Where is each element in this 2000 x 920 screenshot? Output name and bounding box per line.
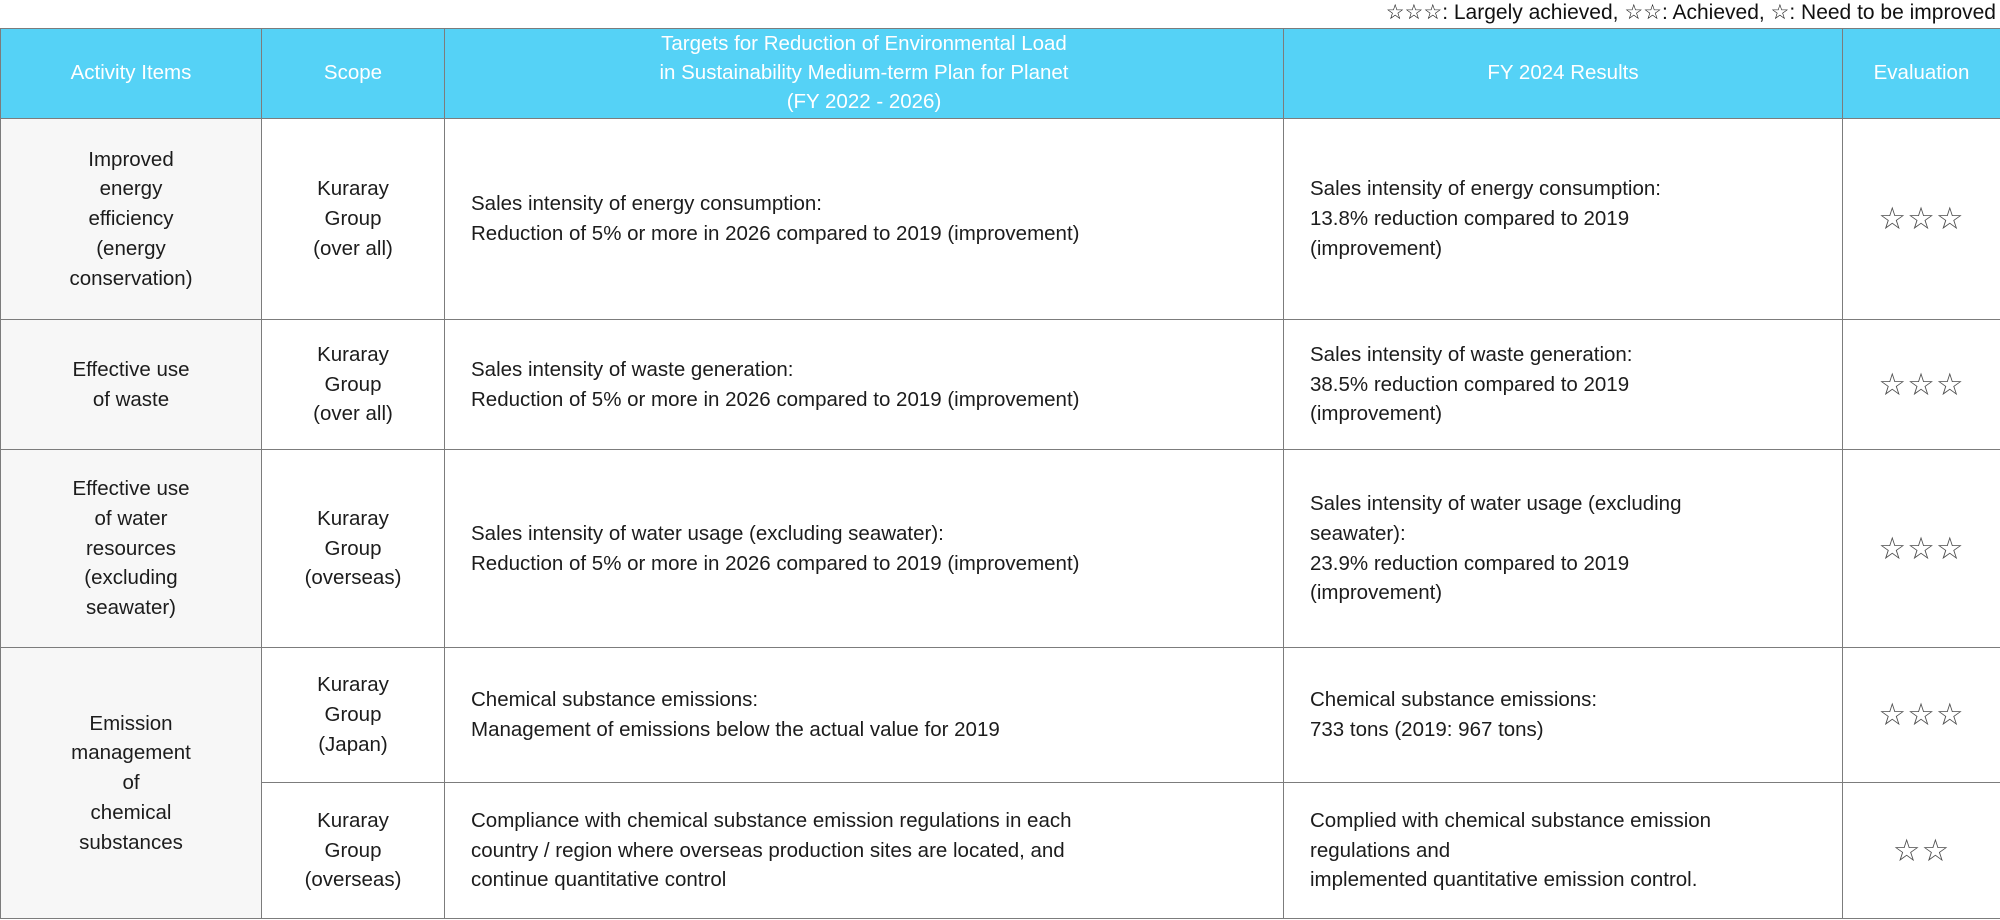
target-cell: Sales intensity of energy consumption: R…	[444, 118, 1284, 320]
result-cell: Sales intensity of energy consumption: 1…	[1283, 118, 1843, 320]
evaluation-stars: ☆☆☆	[1842, 319, 2000, 450]
result-cell: Sales intensity of waste generation: 38.…	[1283, 319, 1843, 450]
evaluation-stars: ☆☆☆	[1842, 449, 2000, 648]
table-row-chemical-japan: Emission management of chemical substanc…	[0, 647, 2000, 919]
activity-cell: Effective use of waste	[0, 319, 262, 450]
result-cell: Chemical substance emissions: 733 tons (…	[1283, 647, 1843, 783]
table-row-waste: Effective use of waste Kuraray Group (ov…	[0, 319, 2000, 450]
table-row-water-resources: Effective use of water resources (exclud…	[0, 449, 2000, 648]
scope-cell: Kuraray Group (overseas)	[261, 782, 445, 919]
scope-cell: Kuraray Group (over all)	[261, 118, 445, 320]
result-cell: Complied with chemical substance emissio…	[1283, 782, 1843, 919]
target-cell: Compliance with chemical substance emiss…	[444, 782, 1284, 919]
target-cell: Sales intensity of water usage (excludin…	[444, 449, 1284, 648]
result-cell: Sales intensity of water usage (excludin…	[1283, 449, 1843, 648]
header-evaluation: Evaluation	[1842, 28, 2000, 119]
header-fy2024-results: FY 2024 Results	[1283, 28, 1843, 119]
target-cell: Sales intensity of waste generation: Red…	[444, 319, 1284, 450]
table-header-row: Activity Items Scope Targets for Reducti…	[0, 28, 2000, 119]
header-scope: Scope	[261, 28, 445, 119]
scope-cell: Kuraray Group (over all)	[261, 319, 445, 450]
activity-cell: Effective use of water resources (exclud…	[0, 449, 262, 648]
evaluation-stars: ☆☆☆	[1842, 647, 2000, 783]
header-activity-items: Activity Items	[0, 28, 262, 119]
table-row-energy-efficiency: Improved energy efficiency (energy conse…	[0, 118, 2000, 320]
evaluation-stars: ☆☆☆	[1842, 118, 2000, 320]
activity-cell-merged: Emission management of chemical substanc…	[0, 647, 262, 919]
scope-cell: Kuraray Group (overseas)	[261, 449, 445, 648]
star-rating-legend: ☆☆☆: Largely achieved, ☆☆: Achieved, ☆: …	[1385, 1, 1996, 24]
header-targets: Targets for Reduction of Environmental L…	[444, 28, 1284, 119]
evaluation-stars: ☆☆	[1842, 782, 2000, 919]
environmental-targets-table: Activity Items Scope Targets for Reducti…	[0, 28, 2000, 919]
table-row-chemical-overseas: Kuraray Group (overseas) Compliance with…	[1, 782, 2000, 919]
scope-cell: Kuraray Group (Japan)	[261, 647, 445, 783]
target-cell: Chemical substance emissions: Management…	[444, 647, 1284, 783]
activity-cell: Improved energy efficiency (energy conse…	[0, 118, 262, 320]
